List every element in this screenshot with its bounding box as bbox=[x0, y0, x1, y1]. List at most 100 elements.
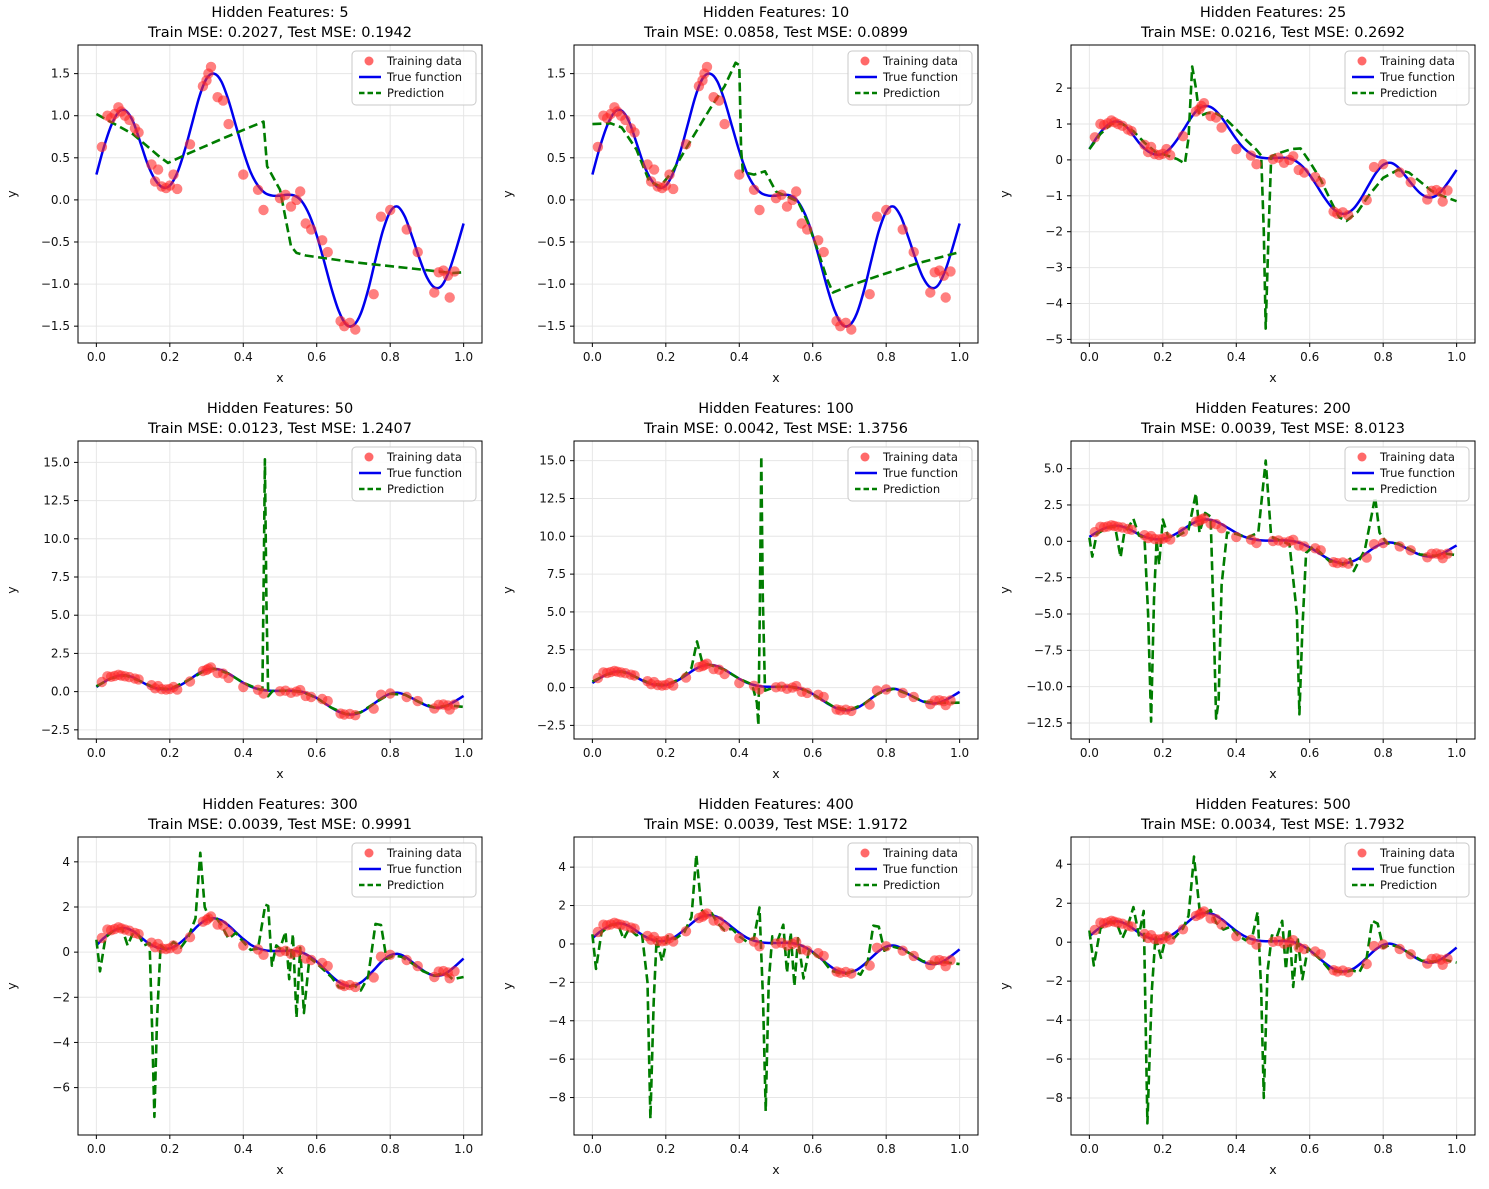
svg-text:0.8: 0.8 bbox=[1374, 746, 1393, 760]
x-axis-ticks: 0.0 0.2 0.4 0.6 0.8 1.0 bbox=[87, 1135, 473, 1156]
svg-text:1.0: 1.0 bbox=[454, 1142, 473, 1156]
svg-text:0.6: 0.6 bbox=[803, 350, 822, 364]
legend-label: Training data bbox=[882, 846, 958, 860]
svg-text:12.5: 12.5 bbox=[43, 494, 70, 508]
y-axis-label: y bbox=[997, 190, 1012, 198]
gridlines bbox=[1071, 837, 1475, 1135]
svg-text:0.2: 0.2 bbox=[656, 746, 675, 760]
svg-text:0.0: 0.0 bbox=[547, 681, 566, 695]
svg-text:0.0: 0.0 bbox=[51, 685, 70, 699]
svg-text:−8: −8 bbox=[1045, 1091, 1063, 1105]
svg-text:−4: −4 bbox=[548, 1014, 566, 1028]
svg-text:0.8: 0.8 bbox=[877, 1142, 896, 1156]
y-axis-ticks: 15.0 12.5 10.0 7.5 5.0 2.5 0.0 −2.5 bbox=[41, 455, 78, 737]
subplot-title-line1: Hidden Features: 300 bbox=[202, 797, 358, 813]
svg-text:−2.5: −2.5 bbox=[1034, 571, 1063, 585]
x-axis-ticks: 0.0 0.2 0.4 0.6 0.8 1.0 bbox=[583, 739, 969, 760]
subplot-title-line2: Train MSE: 0.0216, Test MSE: 0.2692 bbox=[1141, 25, 1405, 41]
svg-text:−3: −3 bbox=[1045, 261, 1063, 275]
svg-text:1.0: 1.0 bbox=[950, 746, 969, 760]
axes-spines bbox=[573, 836, 979, 1136]
axes-spines bbox=[77, 836, 483, 1136]
svg-text:0.8: 0.8 bbox=[877, 350, 896, 364]
subplot-title: Hidden Features: 50 Train MSE: 0.0123, T… bbox=[78, 399, 482, 439]
svg-text:0.0: 0.0 bbox=[87, 350, 106, 364]
legend-label: Prediction bbox=[883, 878, 940, 892]
svg-text:1.0: 1.0 bbox=[454, 350, 473, 364]
subplot-canvas: 0.0 0.2 0.4 0.6 0.8 1.0 15.0 12.5 10.0 7.5 5.0 2.5 0… bbox=[500, 440, 979, 781]
svg-text:1.5: 1.5 bbox=[547, 67, 566, 81]
svg-text:2.5: 2.5 bbox=[51, 646, 70, 660]
svg-text:0.6: 0.6 bbox=[1300, 1142, 1319, 1156]
legend-marker-training bbox=[860, 56, 870, 66]
legend-label: Prediction bbox=[883, 86, 940, 100]
svg-text:10.0: 10.0 bbox=[539, 529, 566, 543]
y-axis-label: y bbox=[997, 982, 1012, 990]
subplot-canvas: 0.0 0.2 0.4 0.6 0.8 1.0 4 2 0 −2 −4 −6 x y Training da… bbox=[4, 836, 483, 1177]
svg-text:0.6: 0.6 bbox=[803, 746, 822, 760]
svg-text:−2.5: −2.5 bbox=[537, 718, 566, 732]
svg-text:2.5: 2.5 bbox=[547, 643, 566, 657]
svg-text:0.0: 0.0 bbox=[583, 350, 602, 364]
y-axis-label: y bbox=[500, 586, 515, 594]
prediction-line bbox=[1088, 65, 1458, 330]
svg-text:−5: −5 bbox=[1045, 332, 1063, 346]
y-axis-ticks: 15.0 12.5 10.0 7.5 5.0 2.5 0.0 −2.5 bbox=[537, 454, 574, 732]
svg-text:0.0: 0.0 bbox=[1080, 1142, 1099, 1156]
svg-text:2: 2 bbox=[1055, 81, 1063, 95]
plot-area bbox=[591, 454, 961, 727]
legend: Training data True function Prediction bbox=[847, 50, 973, 106]
svg-text:0: 0 bbox=[62, 945, 70, 959]
svg-text:−0.5: −0.5 bbox=[41, 235, 70, 249]
subplot-hf-50: Hidden Features: 50 Train MSE: 0.0123, T… bbox=[0, 396, 496, 792]
legend-label: Prediction bbox=[387, 482, 444, 496]
svg-text:0.0: 0.0 bbox=[1080, 746, 1099, 760]
legend: Training data True function Prediction bbox=[1344, 842, 1470, 898]
legend: Training data True function Prediction bbox=[351, 446, 477, 502]
legend-marker-training bbox=[1357, 848, 1367, 858]
svg-text:−1.0: −1.0 bbox=[537, 277, 566, 291]
prediction-line bbox=[591, 853, 960, 1120]
svg-text:0.0: 0.0 bbox=[1044, 534, 1063, 548]
svg-text:7.5: 7.5 bbox=[547, 567, 566, 581]
svg-text:0: 0 bbox=[558, 937, 566, 951]
svg-text:5.0: 5.0 bbox=[51, 608, 70, 622]
x-axis-ticks: 0.0 0.2 0.4 0.6 0.8 1.0 bbox=[87, 739, 473, 760]
subplot-title-line1: Hidden Features: 50 bbox=[206, 401, 354, 417]
svg-text:0.4: 0.4 bbox=[730, 1142, 749, 1156]
legend-marker-training bbox=[860, 452, 870, 462]
legend-label: True function bbox=[1379, 466, 1455, 480]
axes-spines bbox=[573, 44, 979, 344]
legend-marker-training bbox=[1357, 452, 1367, 462]
y-axis-ticks: 4 2 0 −2 −4 −6 −8 bbox=[1045, 857, 1071, 1105]
svg-text:0.2: 0.2 bbox=[656, 350, 675, 364]
training-scatter bbox=[1089, 906, 1453, 978]
svg-text:−1.5: −1.5 bbox=[41, 319, 70, 333]
y-axis-ticks: 5.0 2.5 0.0 −2.5 −5.0 −7.5 −10.0 −12.5 bbox=[1026, 462, 1071, 730]
legend-label: Training data bbox=[386, 846, 462, 860]
subplot-hf-300: Hidden Features: 300 Train MSE: 0.0039, … bbox=[0, 792, 496, 1188]
svg-text:−2: −2 bbox=[1045, 974, 1063, 988]
x-axis-ticks: 0.0 0.2 0.4 0.6 0.8 1.0 bbox=[583, 343, 969, 364]
legend-label: Prediction bbox=[883, 482, 940, 496]
svg-text:−2.5: −2.5 bbox=[41, 723, 70, 737]
svg-text:−4: −4 bbox=[1045, 297, 1063, 311]
svg-text:0.8: 0.8 bbox=[381, 746, 400, 760]
y-axis-ticks: 1.5 1.0 0.5 0.0 −0.5 −1.0 −1.5 bbox=[537, 67, 574, 333]
svg-text:−1: −1 bbox=[1045, 189, 1063, 203]
axes-spines bbox=[1070, 44, 1476, 344]
legend: Training data True function Prediction bbox=[351, 842, 477, 898]
x-axis-label: x bbox=[1269, 370, 1276, 385]
svg-text:−2: −2 bbox=[548, 975, 566, 989]
subplot-hf-500: Hidden Features: 500 Train MSE: 0.0034, … bbox=[993, 792, 1489, 1188]
plot-area bbox=[1088, 459, 1458, 723]
x-axis-label: x bbox=[276, 1162, 283, 1177]
svg-text:5.0: 5.0 bbox=[1044, 462, 1063, 476]
subplot-title: Hidden Features: 5 Train MSE: 0.2027, Te… bbox=[78, 3, 482, 43]
plot-area bbox=[591, 61, 961, 335]
svg-text:−5.0: −5.0 bbox=[1034, 607, 1063, 621]
x-axis-label: x bbox=[276, 766, 283, 781]
legend-label: Prediction bbox=[387, 878, 444, 892]
subplot-title-line2: Train MSE: 0.0042, Test MSE: 1.3756 bbox=[644, 421, 908, 437]
plot-area bbox=[1088, 65, 1458, 330]
